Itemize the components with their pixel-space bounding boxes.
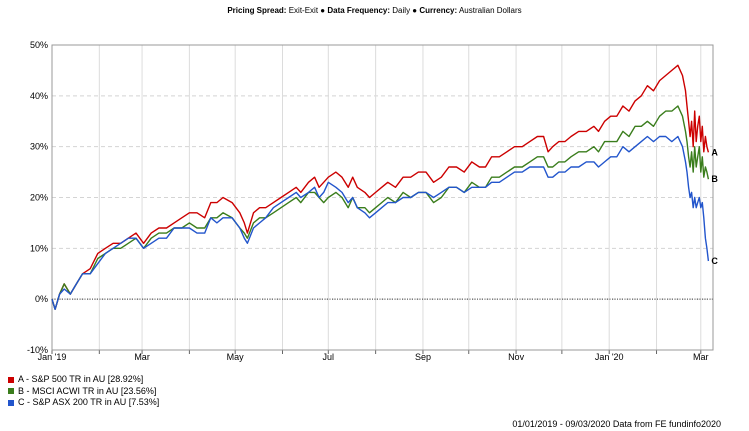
series-end-label-b: B xyxy=(711,174,718,184)
series-line-c xyxy=(51,135,710,310)
data-source-note: 01/01/2019 - 09/03/2020 Data from FE fun… xyxy=(512,419,721,429)
x-tick-label: Mar xyxy=(693,352,709,362)
bullet-separator: ● xyxy=(412,6,418,15)
x-tick-label: Nov xyxy=(508,352,525,362)
frequency-value: Daily xyxy=(392,6,411,15)
currency-label: Currency: xyxy=(419,6,458,15)
legend-swatch-b xyxy=(8,388,14,395)
series-end-label-c: C xyxy=(711,256,718,266)
y-tick-label: 50% xyxy=(30,40,48,50)
x-tick-label: Sep xyxy=(415,352,431,362)
x-tick-label: Mar xyxy=(134,352,150,362)
x-tick-label: Jan '19 xyxy=(38,352,67,362)
legend-label-c: C - S&P ASX 200 TR in AU [7.53%] xyxy=(18,397,160,407)
chart-subtitle: Pricing Spread: Exit-Exit ● Data Frequen… xyxy=(0,6,749,15)
series-line-a xyxy=(51,64,710,310)
legend-swatch-c xyxy=(8,399,14,406)
legend-label-a: A - S&P 500 TR in AU [28.92%] xyxy=(18,374,144,384)
y-tick-label: 40% xyxy=(30,91,48,101)
series-end-label-a: A xyxy=(711,147,718,157)
y-tick-label: 10% xyxy=(30,243,48,253)
legend-label-b: B - MSCI ACWI TR in AU [23.56%] xyxy=(18,385,157,396)
frequency-label: Data Frequency: xyxy=(327,6,391,15)
legend: A - S&P 500 TR in AU [28.92%] B - MSCI A… xyxy=(8,374,159,409)
legend-item-b[interactable]: B - MSCI ACWI TR in AU [23.56%] xyxy=(8,386,159,398)
legend-item-a[interactable]: A - S&P 500 TR in AU [28.92%] xyxy=(8,374,159,386)
y-tick-label: 20% xyxy=(30,193,48,203)
y-tick-label: 30% xyxy=(30,142,48,152)
y-tick-label: 0% xyxy=(35,294,48,304)
series-line-b xyxy=(51,105,710,310)
legend-item-c[interactable]: C - S&P ASX 200 TR in AU [7.53%] xyxy=(8,397,159,409)
pricing-value: Exit-Exit xyxy=(288,6,319,15)
currency-value: Australian Dollars xyxy=(458,6,522,15)
legend-swatch-a xyxy=(8,376,14,383)
x-tick-label: Jul xyxy=(323,352,335,362)
bullet-separator: ● xyxy=(320,6,326,15)
x-tick-label: Jan '20 xyxy=(595,352,624,362)
plot-frame xyxy=(51,44,714,351)
y-tick-label: -10% xyxy=(27,345,48,355)
pricing-label: Pricing Spread: xyxy=(227,6,287,15)
x-tick-label: May xyxy=(227,352,245,362)
